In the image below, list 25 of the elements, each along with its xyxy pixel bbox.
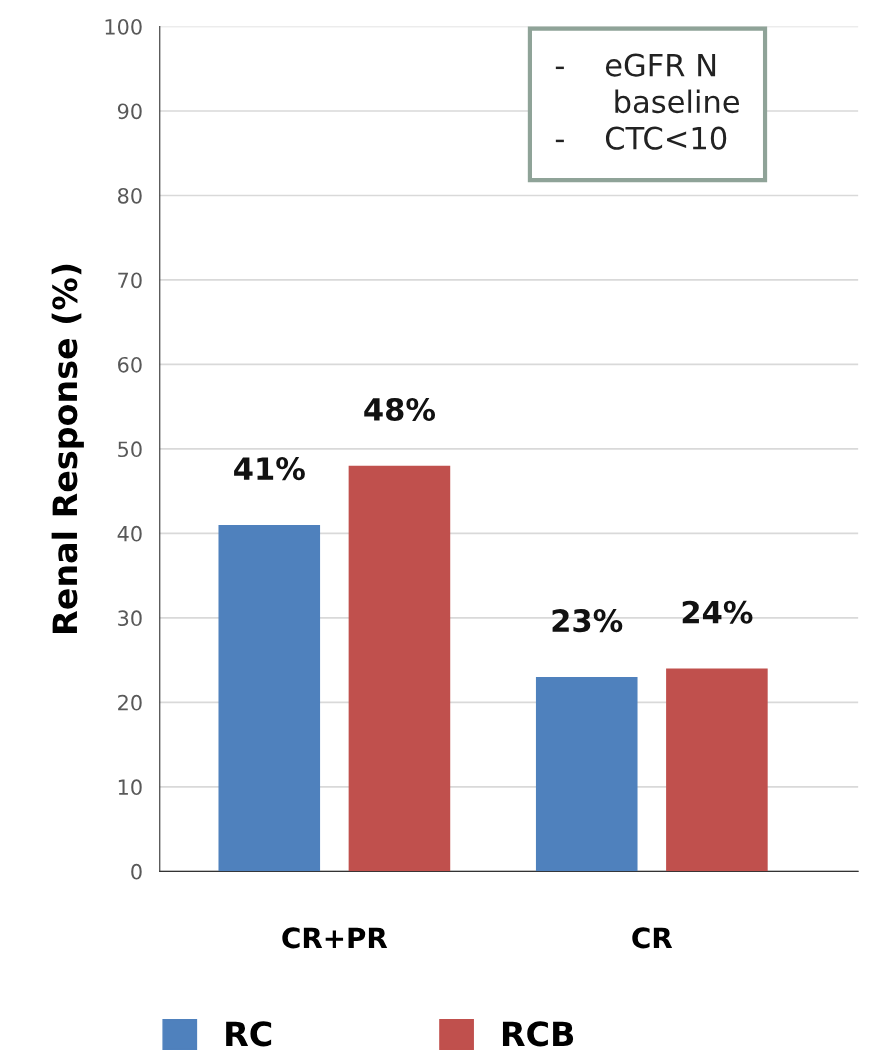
y-tick-label: 70 (118, 272, 142, 289)
y-tick-label: 100 (105, 18, 142, 35)
bar (218, 524, 321, 872)
data-label: 48% (364, 397, 436, 421)
y-tick-label: 90 (117, 103, 142, 120)
y-tick-label: 60 (118, 356, 142, 373)
y-tick-label: 10 (118, 779, 142, 796)
bar (348, 465, 451, 872)
annotation: - eGFR N baseline - CTC<10 (555, 53, 739, 150)
bar (535, 677, 638, 872)
y-tick-label: 20 (118, 694, 142, 711)
y-tick-label: 80 (117, 187, 142, 204)
y-axis-title: Renal Response (%) (51, 264, 84, 633)
y-tick-label: 40 (117, 525, 142, 542)
x-tick-label: CR+PR (282, 927, 388, 949)
data-label: 23% (552, 609, 623, 633)
data-label: 24% (682, 600, 753, 624)
legend-label: RC (226, 1021, 272, 1047)
legend-label: RCB (502, 1021, 574, 1047)
y-tick-label: 0 (131, 863, 142, 880)
bar (666, 668, 768, 872)
data-label: 41% (234, 457, 305, 481)
x-tick-label: CR (632, 927, 673, 949)
y-tick-label: 50 (118, 441, 142, 458)
y-tick-label: 30 (118, 610, 142, 627)
